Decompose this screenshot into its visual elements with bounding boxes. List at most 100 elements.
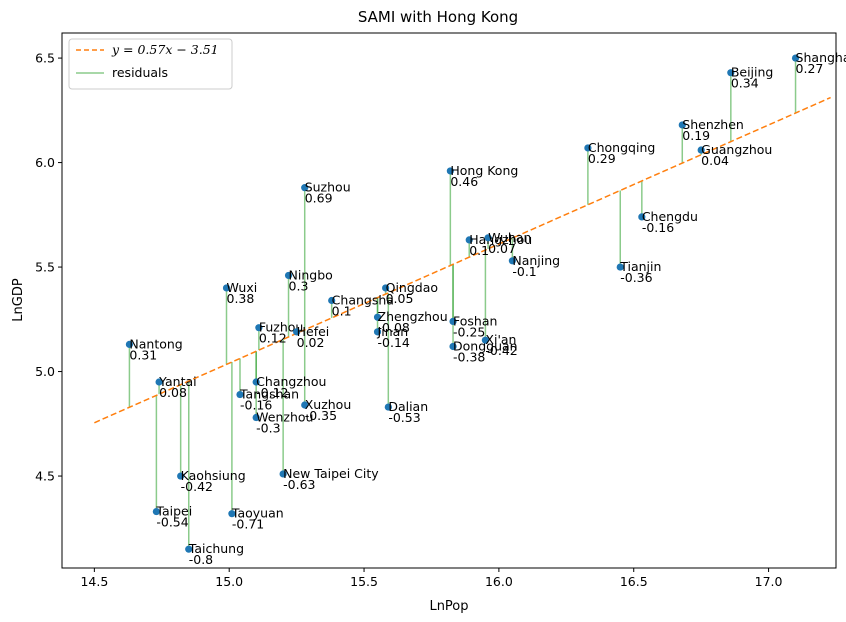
point-name-label: Dalian: [388, 399, 428, 414]
legend-fit-label: y = 0.57x − 3.51: [111, 42, 219, 57]
data-point: [484, 234, 492, 242]
point-residual-label: 0.69: [305, 191, 333, 206]
data-point: [697, 146, 705, 154]
point-name-label: Chengdu: [642, 209, 698, 224]
point-name-label: Dongguan: [453, 338, 518, 353]
y-tick-label: 5.0: [35, 364, 55, 379]
data-point: [791, 54, 800, 62]
y-axis-label: LnGDP: [11, 278, 26, 322]
point-residual-label: 0.05: [386, 291, 414, 306]
point-residual-label: 0.38: [227, 291, 255, 306]
data-point: [638, 213, 646, 221]
data-point: [252, 378, 260, 386]
data-point: [373, 313, 382, 321]
point-residual-label: 0.1: [332, 304, 352, 319]
point-name-label: Qingdao: [386, 280, 438, 295]
point-name-label: Guangzhou: [701, 142, 772, 157]
data-point: [584, 144, 592, 152]
point-residual-label: 0.19: [682, 128, 710, 143]
point-name-label: Taipei: [155, 504, 192, 519]
data-point: [301, 184, 309, 192]
data-point: [481, 336, 490, 344]
point-residual-label: 0.31: [129, 347, 157, 362]
data-point: [125, 340, 134, 348]
x-axis-label: LnPop: [429, 599, 468, 614]
point-name-label: Beijing: [731, 65, 774, 80]
y-tick-label: 4.5: [35, 469, 55, 484]
point-residual-label: -0.71: [232, 517, 264, 532]
data-point: [727, 69, 735, 77]
data-point: [236, 390, 244, 399]
y-tick-label: 5.5: [35, 260, 55, 275]
data-point: [449, 317, 457, 325]
point-residual-label: -0.3: [256, 421, 280, 436]
point-residual-label: 0.08: [159, 385, 187, 400]
point-residual-label: 0.27: [796, 61, 824, 76]
x-tick-label: 15.0: [215, 574, 243, 589]
point-name-label: Xi'an: [485, 332, 516, 347]
data-point: [255, 324, 263, 332]
point-name-label: Tangshan: [239, 387, 299, 402]
y-tick-label: 6.5: [35, 51, 55, 66]
point-residual-label: -0.63: [283, 477, 315, 492]
point-name-label: Taoyuan: [231, 506, 284, 521]
data-point: [373, 328, 382, 336]
x-tick-label: 16.5: [620, 574, 648, 589]
point-name-label: New Taipei City: [283, 466, 379, 481]
point-name-label: Kaohsiung: [181, 468, 246, 483]
point-name-label: Hefei: [297, 324, 330, 339]
data-point: [382, 284, 390, 292]
point-residual-label: -0.12: [256, 385, 288, 400]
point-name-label: Tianjin: [619, 259, 661, 274]
point-name-label: Xuzhou: [305, 397, 352, 412]
legend-box: [68, 38, 233, 90]
point-name-label: Hong Kong: [450, 163, 518, 178]
point-name-label: Taichung: [188, 541, 244, 556]
point-residual-label: -0.53: [388, 410, 420, 425]
point-residual-label: -0.25: [453, 324, 485, 339]
point-name-label: Foshan: [453, 313, 497, 328]
point-name-label: Nantong: [129, 336, 182, 351]
point-name-label: Suzhou: [305, 180, 351, 195]
point-name-label: Wuxi: [227, 280, 258, 295]
point-residual-label: 0.02: [297, 335, 325, 350]
point-name-label: Changzhou: [256, 374, 326, 389]
legend-residuals-label: residuals: [112, 65, 168, 80]
point-name-label: Fuzhou: [259, 320, 303, 335]
plot-frame: [61, 32, 837, 569]
y-tick-label: 6.0: [35, 155, 55, 170]
x-tick-label: 14.5: [80, 574, 108, 589]
data-point: [185, 545, 193, 553]
data-point: [446, 167, 454, 175]
point-residual-label: -0.54: [156, 515, 188, 530]
data-point: [508, 257, 516, 265]
y-axis: 4.5 5.0 5.5 6.0 6.5: [35, 51, 62, 484]
fit-line: [94, 96, 831, 424]
data-point: [449, 342, 457, 351]
x-tick-label: 16.0: [485, 574, 513, 589]
legend: y = 0.57x − 3.51 residuals: [68, 38, 233, 90]
point-residual-label: 0.29: [588, 151, 616, 166]
point-residual-label: 0.3: [289, 278, 309, 293]
data-point: [222, 284, 231, 292]
point-residual-label: -0.42: [181, 479, 213, 494]
point-residual-label: 0.04: [701, 153, 729, 168]
point-name-label: Changsha: [332, 293, 394, 308]
point-residual-label: -0.8: [189, 552, 213, 567]
data-point: [279, 470, 287, 478]
point-residual-label: -0.36: [620, 270, 652, 285]
data-point: [384, 403, 392, 411]
data-point: [284, 271, 293, 280]
point-name-label: Yantai: [158, 374, 197, 389]
point-name-label: Nanjing: [512, 253, 560, 268]
point-residual-label: 0.12: [259, 331, 287, 346]
data-point: [293, 328, 301, 336]
point-name-label: Chongqing: [588, 140, 655, 155]
point-residual-label: 0.46: [450, 174, 478, 189]
point-name-label: Ningbo: [289, 267, 333, 282]
data-point: [152, 507, 160, 516]
point-residual-label: -0.14: [378, 335, 410, 350]
point-name-label: Shenzhen: [682, 117, 744, 132]
